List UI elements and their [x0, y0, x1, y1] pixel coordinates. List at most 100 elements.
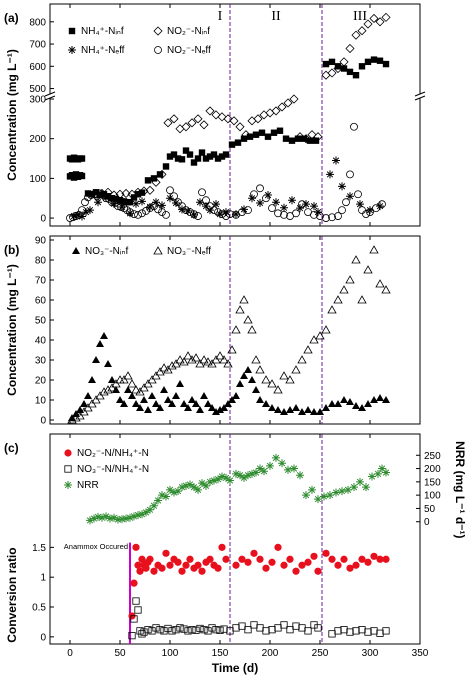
data-point-NO3--Neff [211, 355, 221, 364]
data-point-NO2--N/NH4+-N [222, 555, 230, 563]
data-point-NH4+-NEff [232, 210, 240, 219]
data-point-NO2--Neff [310, 210, 318, 219]
data-point-NO2--Ninf [345, 43, 355, 54]
data-point-NO2--N/NH4+-N [214, 564, 222, 572]
y-tick-label: 60 [35, 296, 47, 307]
y-tick-label: 800 [29, 17, 46, 28]
data-point-NRR [302, 491, 310, 500]
data-point-NO3--N/NH4+-N [328, 630, 336, 638]
data-point-NO3--Neff [315, 331, 325, 340]
data-point-NO3--Neff [363, 265, 373, 274]
data-point-NH4+-Ninf [222, 151, 230, 158]
data-point-NO2--Ninf [295, 132, 305, 142]
data-point-NO2--Neff [93, 192, 101, 201]
data-point-NO2--Ninf [357, 26, 367, 36]
data-point-NO3--N/NH4+-N [196, 624, 204, 633]
data-point-NO3--Ninf [224, 400, 232, 407]
data-point-NO2--Neff [190, 210, 198, 218]
data-point-NH4+-Ninf [174, 155, 182, 162]
data-point-NO3--Ninf [188, 396, 196, 403]
data-point-NO3--Ninf [268, 404, 276, 411]
data-point-NRR [266, 461, 274, 470]
y-tick-label: 70 [35, 276, 47, 287]
phase-label: III [353, 9, 367, 24]
data-point-NO2--N/NH4+-N [370, 552, 378, 560]
data-point-NO2--Neff [214, 208, 222, 217]
data-point-NRR [102, 512, 110, 521]
data-point-NO2--Neff [126, 208, 134, 217]
data-point-NO2--Ninf [145, 185, 155, 195]
data-point-NO3--Neff [107, 383, 117, 392]
data-point-NO3--Ninf [370, 396, 378, 403]
data-point-NO3--Ninf [358, 404, 366, 411]
data-point-NO3--Neff [95, 391, 105, 400]
data-point-NO3--Neff [247, 325, 257, 334]
data-point-NH4+-Ninf [206, 153, 214, 160]
data-point-NO3--Neff [167, 361, 177, 370]
data-point-NO2--N/NH4+-N [238, 555, 246, 563]
data-point-NH4+-Ninf [288, 137, 296, 144]
data-point-NO2--Ninf [211, 110, 221, 120]
data-point-NO3--N/NH4+-N [180, 625, 188, 633]
data-point-NH4+-NEff [202, 202, 210, 211]
y-tick-label: 30 [35, 356, 47, 367]
data-point-NO3--N/NH4+-N [314, 624, 322, 632]
data-point-NH4+-Ninf [276, 127, 284, 134]
data-point-NO2--Ninf [277, 102, 287, 112]
data-point-NO2--Neff [256, 184, 264, 193]
data-point-NO3--N/NH4+-N [132, 597, 140, 605]
data-point-NO2--N/NH4+-N [134, 561, 142, 569]
data-point-NO2--N/NH4+-N [376, 555, 384, 563]
data-point-NO2--Ninf [307, 130, 317, 140]
data-point-NO2--N/NH4+-N [256, 555, 264, 563]
data-point-NO3--Neff [135, 387, 145, 396]
data-point-NH4+-NEff [86, 206, 94, 215]
data-point-NH4+-Ninf [78, 155, 86, 162]
data-point-NRR [256, 464, 264, 473]
data-point-NH4+-Ninf [306, 137, 314, 144]
x-axis-label: Time (d) [212, 661, 258, 675]
data-point-NH4+-NEff [82, 208, 90, 217]
data-point-NO2--Neff [66, 214, 74, 222]
data-point-NO3--N/NH4+-N [176, 624, 184, 632]
data-point-NO2--Neff [162, 210, 170, 219]
data-point-NH4+-Ninf [92, 189, 100, 196]
data-point-NO2--N/NH4+-N [182, 561, 190, 569]
data-point-NO2--Ninf [223, 114, 233, 124]
y-tick-label: 90 [35, 236, 47, 247]
data-point-NO3--Ninf [104, 360, 112, 367]
data-point-NO2--Ninf [381, 12, 391, 22]
legend-marker [64, 465, 72, 473]
data-point-NO3--N/NH4+-N [262, 627, 270, 635]
x-tick-label: 350 [412, 648, 429, 659]
data-point-NO3--N/NH4+-N [144, 626, 152, 634]
data-point-NH4+-Ninf [334, 63, 342, 70]
data-point-NO3--Ninf [160, 386, 168, 393]
data-point-NO3--Neff [357, 295, 367, 304]
data-point-NH4+-NEff [152, 198, 160, 207]
data-point-NH4+-Ninf [112, 195, 120, 203]
data-point-NO3--Neff [207, 359, 217, 368]
data-point-NO3--Ninf [108, 376, 116, 383]
data-point-NO3--Neff [171, 359, 181, 368]
data-point-NRR [244, 471, 252, 480]
data-point-NH4+-NEff [172, 198, 180, 207]
data-point-NO3--Neff [297, 355, 307, 364]
data-point-NO3--Ninf [340, 396, 348, 403]
data-point-NRR [110, 513, 118, 522]
panel-frame-2 [49, 433, 421, 645]
data-point-NO2--N/NH4+-N [358, 555, 366, 563]
data-point-NH4+-Ninf [190, 159, 198, 166]
data-point-NH4+-NEff [222, 208, 230, 217]
data-point-NH4+-NEff [376, 202, 384, 211]
data-point-NO2--Neff [146, 204, 154, 213]
data-point-NO2--N/NH4+-N [274, 543, 282, 551]
data-point-NO3--Ninf [196, 406, 204, 413]
data-point-NO2--Neff [186, 208, 194, 217]
data-point-NO2--Neff [298, 200, 306, 209]
data-point-NRR [190, 483, 198, 492]
legend-label: NO₂⁻-Nₑff [167, 45, 211, 56]
legend-marker [72, 247, 80, 254]
data-point-NO3--N/NH4+-N [130, 615, 138, 623]
data-point-NO3--Neff [79, 407, 89, 416]
